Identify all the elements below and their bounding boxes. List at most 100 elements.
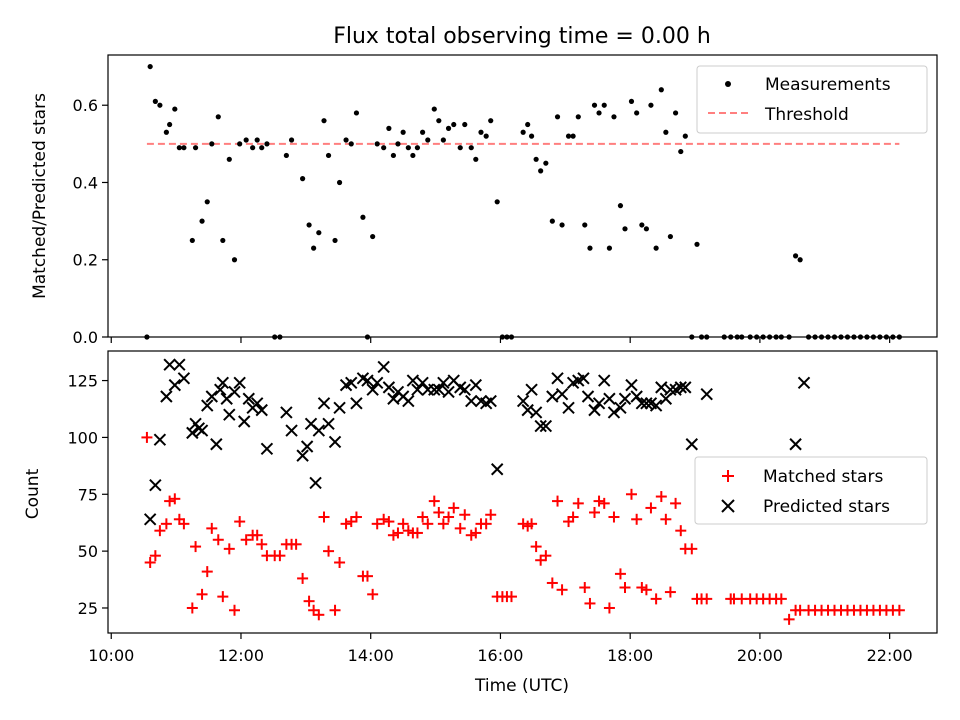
matched-star-point: [411, 527, 423, 539]
predicted-star-point: [428, 383, 441, 396]
matched-star-point: [572, 497, 584, 509]
matched-star-point: [329, 604, 341, 616]
measurement-point: [386, 125, 392, 131]
matched-star-point: [567, 511, 579, 523]
predicted-star-point: [309, 476, 322, 490]
matched-star-point: [660, 513, 672, 525]
measurement-point: [370, 233, 376, 240]
predicted-star-point: [437, 376, 450, 390]
predicted-star-point: [465, 394, 478, 408]
predicted-star-point: [516, 394, 530, 408]
predicted-star-point: [679, 381, 692, 394]
matched-star-point: [556, 584, 568, 596]
measurement-point: [694, 241, 700, 247]
predicted-star-point: [529, 406, 543, 419]
x-tick-label: 22:00: [867, 646, 913, 665]
legend-matched-label: Matched stars: [763, 467, 883, 487]
top-y-tick-label: 0.4: [73, 173, 98, 192]
legend-threshold-label: Threshold: [764, 105, 849, 125]
predicted-star-point: [280, 406, 293, 419]
bottom-y-tick-label: 75: [78, 485, 98, 504]
predicted-star-point: [370, 376, 384, 390]
predicted-star-point: [312, 424, 326, 437]
predicted-star-point: [296, 449, 309, 462]
matched-star-point: [417, 511, 429, 523]
measurement-point: [667, 233, 673, 240]
bottom-legend-box: [694, 456, 928, 525]
legend-measurements-marker: [725, 81, 731, 87]
top-plot-frame: [107, 54, 938, 338]
measurement-point: [611, 114, 617, 120]
bottom-y-tick-label: 125: [67, 372, 98, 391]
predicted-star-point: [562, 401, 575, 415]
measurement-point: [678, 148, 684, 155]
measurement-point: [559, 222, 565, 228]
predicted-star-point: [685, 438, 699, 451]
matched-star-point: [297, 572, 309, 584]
x-tick-label: 20:00: [737, 646, 783, 665]
measurement-point: [520, 129, 526, 135]
predicted-star-point: [655, 381, 668, 394]
measurement-point: [226, 156, 232, 162]
measurement-point: [797, 257, 803, 263]
matched-star-point: [251, 529, 263, 541]
matched-star-point: [186, 602, 198, 614]
predicted-star-point: [402, 394, 415, 408]
measurement-point: [682, 133, 688, 139]
bottom-x-ticks: 10:00 12:00 14:00 16:00 18:00 20:00 22:00: [88, 633, 913, 665]
x-tick-label: 10:00: [88, 646, 134, 665]
predicted-star-point: [216, 376, 230, 390]
measurement-point: [243, 137, 249, 143]
measurement-point: [478, 129, 484, 135]
predicted-star-point: [625, 378, 638, 392]
measurement-point: [220, 237, 226, 244]
measurement-point: [596, 110, 602, 116]
measurement-point: [311, 245, 317, 251]
predicted-star-point: [603, 392, 616, 405]
measurement-point: [300, 176, 306, 182]
matched-star-point: [670, 497, 682, 509]
measurement-point: [451, 121, 457, 128]
measurement-point: [414, 145, 421, 151]
measurement-point: [462, 121, 468, 128]
measurement-point: [606, 245, 613, 251]
measurement-point: [591, 102, 598, 108]
predicted-star-point: [168, 378, 182, 392]
matched-star-point: [470, 527, 482, 539]
matched-star-point: [552, 495, 564, 507]
matched-star-point: [141, 431, 153, 443]
measurement-point: [167, 121, 173, 128]
bottom-panel: 25 50 75 100 125 10:00 12:00 14:00 16:00 18:00 20…: [23, 350, 938, 696]
matched-star-point: [290, 538, 302, 550]
predicted-star-point: [228, 385, 241, 399]
measurement-point: [440, 137, 446, 143]
matched-star-point: [228, 604, 240, 616]
measurement-point: [353, 110, 360, 116]
predicted-star-point: [592, 397, 606, 410]
measurement-point: [570, 133, 576, 139]
matched-star-point: [640, 584, 652, 596]
predicted-star-point: [382, 381, 396, 394]
measurement-point: [628, 98, 635, 104]
measurement-point: [259, 145, 265, 151]
measurement-point: [617, 203, 624, 209]
x-tick-label: 16:00: [477, 646, 523, 665]
matched-star-point: [454, 522, 466, 534]
measurement-point: [254, 137, 260, 143]
predicted-star-point: [534, 419, 547, 433]
measurement-point: [288, 137, 295, 143]
top-y-tick-label: 0.2: [73, 251, 98, 270]
matched-star-point: [350, 511, 362, 523]
matched-star-point: [480, 518, 492, 530]
matched-star-point: [619, 582, 631, 594]
measurement-point: [306, 222, 312, 228]
measurement-point: [181, 145, 187, 151]
matched-star-point: [598, 497, 610, 509]
predicted-star-point: [214, 383, 227, 396]
predicted-star-point: [432, 383, 446, 396]
measurement-point: [445, 125, 452, 131]
measurement-point: [543, 160, 549, 166]
top-legend: Measurements Threshold: [696, 65, 928, 134]
predicted-star-point: [186, 426, 199, 440]
top-y-tick-label: 0.0: [73, 328, 98, 347]
